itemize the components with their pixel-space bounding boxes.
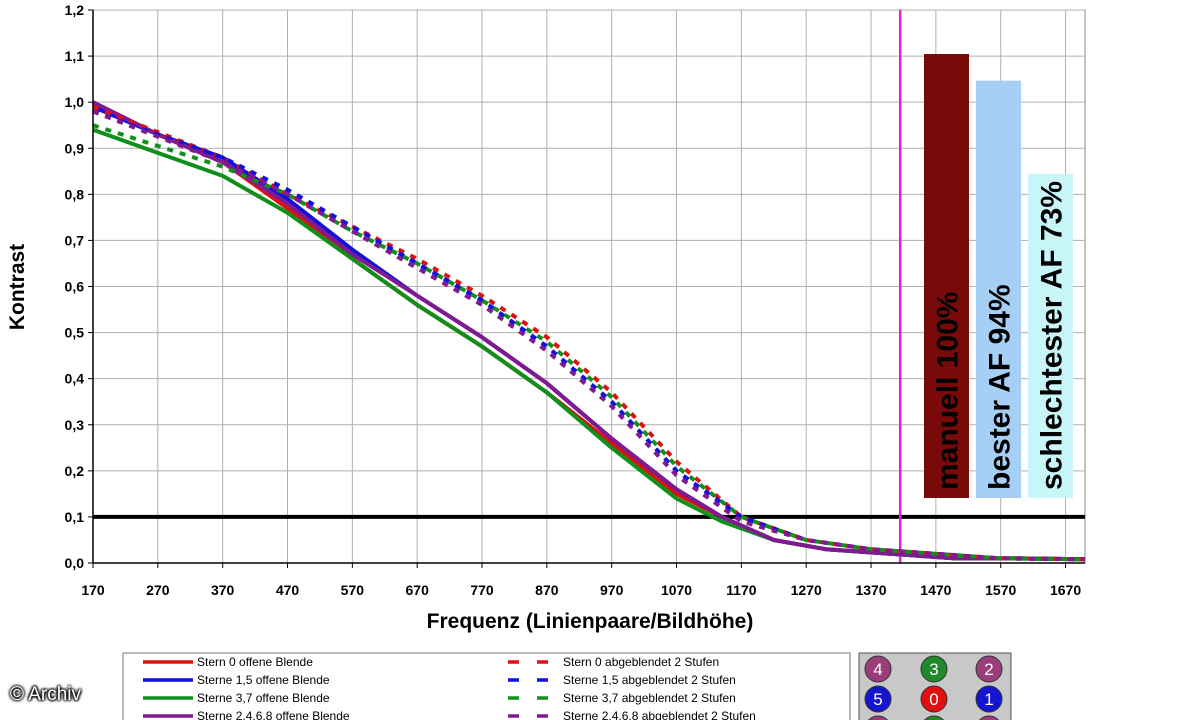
- x-tick-label: 1470: [920, 582, 951, 598]
- af-bar-label: manuell 100%: [932, 292, 965, 490]
- star-circle: [920, 655, 948, 683]
- star-number: 1: [984, 690, 993, 709]
- af-bar-label: bester AF 94%: [984, 284, 1017, 490]
- star-number: 3: [929, 660, 938, 679]
- y-tick-label: 1,0: [65, 94, 85, 110]
- x-tick-label: 470: [276, 582, 300, 598]
- legend-label: Sterne 2,4,6,8 abgeblendet 2 Stufen: [563, 709, 756, 720]
- star-circle: [923, 715, 945, 720]
- x-tick-label: 1670: [1050, 582, 1081, 598]
- y-tick-label: 1,1: [65, 48, 85, 64]
- star-circle: [920, 685, 948, 713]
- y-axis-title: Kontrast: [6, 244, 29, 330]
- legend-label: Stern 0 abgeblendet 2 Stufen: [563, 655, 719, 669]
- legend-label: Sterne 2,4,6,8 offene Blende: [197, 709, 350, 720]
- x-tick-label: 670: [406, 582, 430, 598]
- star-circle: [975, 655, 1003, 683]
- star-number: 2: [984, 660, 993, 679]
- x-tick-label: 170: [81, 582, 105, 598]
- x-tick-label: 370: [211, 582, 235, 598]
- af-bar: [924, 54, 969, 498]
- y-tick-label: 0,1: [65, 509, 85, 525]
- y-tick-label: 0,8: [65, 186, 85, 202]
- legend-label: Stern 0 offene Blende: [197, 655, 313, 669]
- y-tick-label: 0,9: [65, 140, 85, 156]
- star-number: 5: [873, 690, 882, 709]
- x-tick-label: 870: [535, 582, 559, 598]
- legend-box: [122, 652, 851, 720]
- axes: 0,0 0,1 0,2 0,3 0,4 0,5 0,6 0,7 0,8 0,9 1,0 1,1 1,2 1…: [65, 2, 1085, 598]
- x-tick-label: 1570: [985, 582, 1016, 598]
- af-bar: [1028, 173, 1073, 498]
- af-bar: [976, 80, 1021, 498]
- y-tick-label: 0,4: [65, 371, 85, 387]
- star-number: 0: [929, 690, 938, 709]
- legend-label: Sterne 1,5 abgeblendet 2 Stufen: [563, 673, 736, 687]
- x-tick-label: 270: [146, 582, 170, 598]
- y-tick-label: 0,7: [65, 232, 85, 248]
- x-tick-label: 770: [470, 582, 494, 598]
- star-circle: [975, 685, 1003, 713]
- y-tick-label: 0,5: [65, 325, 85, 341]
- af-bar-label: schlechtester AF 73%: [1036, 181, 1069, 490]
- series-dashed-line: [92, 123, 1086, 562]
- star-circle: [864, 655, 892, 683]
- series-dashed-line: [92, 109, 1086, 562]
- y-tick-label: 0,2: [65, 463, 85, 479]
- x-tick-label: 570: [341, 582, 365, 598]
- legend: Stern 0 offene Blende Sterne 1,5 offene B…: [122, 652, 851, 720]
- star-position-grid: 4 3 2 5 0 1: [858, 652, 1012, 720]
- af-bars: manuell 100% bester AF 94% schlechtester A…: [924, 54, 1073, 498]
- mtf-curves: [92, 10, 1086, 563]
- star-circle: [867, 715, 889, 720]
- x-tick-label: 1270: [791, 582, 822, 598]
- x-tick-label: 1370: [855, 582, 886, 598]
- series-solid-line: [92, 100, 1086, 562]
- x-tick-label: 1070: [661, 582, 692, 598]
- x-axis-title: Frequenz (Linienpaare/Bildhöhe): [427, 610, 754, 633]
- y-tick-label: 0,6: [65, 279, 85, 295]
- x-tick-label: 970: [600, 582, 624, 598]
- star-circle: [864, 685, 892, 713]
- y-tick-label: 0,0: [65, 555, 85, 571]
- y-tick-label: 1,2: [65, 2, 85, 18]
- star-circle: [978, 715, 1000, 720]
- x-tick-label: 1170: [726, 582, 757, 598]
- legend-label: Sterne 3,7 offene Blende: [197, 691, 330, 705]
- star-number: 4: [873, 660, 882, 679]
- copyright-watermark: © Archiv: [10, 684, 82, 705]
- legend-label: Sterne 3,7 abgeblendet 2 Stufen: [563, 691, 736, 705]
- y-tick-label: 0,3: [65, 417, 85, 433]
- legend-label: Sterne 1,5 offene Blende: [197, 673, 330, 687]
